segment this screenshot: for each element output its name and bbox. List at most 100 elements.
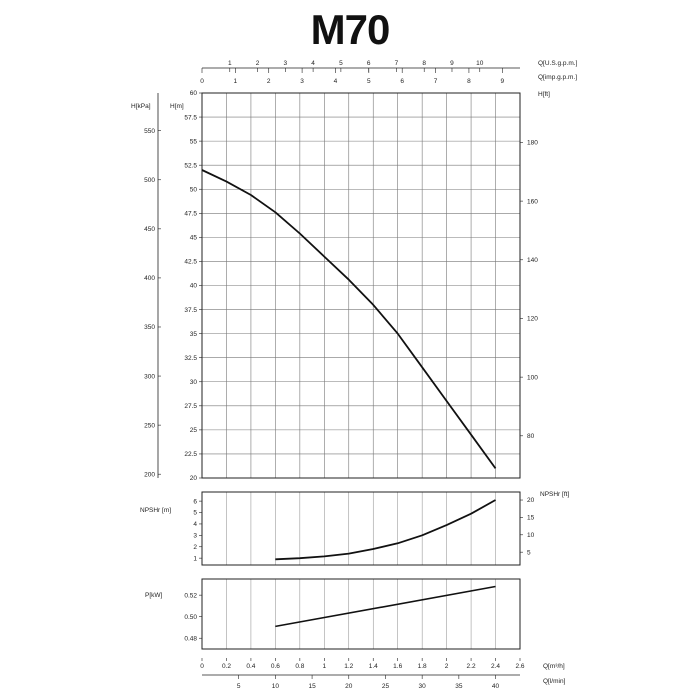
lmin-tick-label: 5: [237, 683, 241, 690]
lmin-tick-label: 20: [345, 683, 353, 690]
head-m-tick-label: 45: [190, 235, 198, 242]
head-ft-tick-label: 160: [527, 198, 538, 205]
m3h-tick-label: 1.8: [418, 663, 427, 670]
usgpm-tick-label: 6: [367, 60, 371, 67]
npsh-ft-tick-label: 20: [527, 497, 535, 504]
impgpm-tick-label: 5: [367, 78, 371, 85]
usgpm-tick-label: 9: [450, 60, 454, 67]
kpa-axis-label: H[kPa]: [131, 103, 151, 110]
head-m-tick-label: 37.5: [184, 307, 197, 314]
usgpm-tick-label: 2: [256, 60, 260, 67]
power-tick-label: 0.50: [184, 614, 197, 621]
m3h-tick-label: 1.2: [344, 663, 353, 670]
lmin-tick-label: 35: [455, 683, 463, 690]
power-tick-label: 0.48: [184, 635, 197, 642]
head-ft-tick-label: 140: [527, 257, 538, 264]
npsh-m-tick-label: 5: [193, 510, 197, 517]
usgpm-tick-label: 4: [311, 60, 315, 67]
kpa-tick-label: 500: [144, 177, 155, 184]
m3h-tick-label: 0.6: [271, 663, 280, 670]
usgpm-tick-label: 10: [476, 60, 484, 67]
npsh-m-tick-label: 6: [193, 498, 197, 505]
usgpm-tick-label: 1: [228, 60, 232, 67]
npsh-panel-frame: [201, 491, 521, 566]
head-m-tick-label: 55: [190, 138, 198, 145]
m3h-tick-label: 2: [445, 663, 449, 670]
npsh-curve: [275, 499, 496, 561]
impgpm-tick-label: 0: [200, 78, 204, 85]
m3h-tick-label: 0.4: [246, 663, 255, 670]
m3h-tick-label: 1.4: [369, 663, 378, 670]
head-ft-tick-label: 180: [527, 140, 538, 147]
npsh-m-tick-label: 1: [193, 555, 197, 562]
chart-title: M70: [310, 6, 391, 53]
power-curve: [275, 585, 496, 628]
kpa-tick-label: 550: [144, 128, 155, 135]
head-ft-tick-label: 100: [527, 374, 538, 381]
m3h-tick-label: 0.8: [295, 663, 304, 670]
head-m-tick-label: 20: [190, 475, 198, 482]
npsh-m-tick-label: 4: [193, 521, 197, 528]
head-m-tick-label: 40: [190, 283, 198, 290]
npsh-m-tick-label: 2: [193, 544, 197, 551]
m3h-tick-label: 2.4: [491, 663, 500, 670]
head-curve: [201, 169, 497, 469]
head-m-tick-label: 25: [190, 427, 198, 434]
power-axis-label: P[kW]: [145, 592, 163, 599]
head-m-tick-label: 60: [190, 90, 198, 97]
usgpm-tick-label: 3: [284, 60, 288, 67]
kpa-tick-label: 350: [144, 324, 155, 331]
impgpm-tick-label: 6: [400, 78, 404, 85]
usgpm-tick-label: 7: [395, 60, 399, 67]
npsh-ft-tick-label: 10: [527, 532, 535, 539]
impgpm-tick-label: 3: [300, 78, 304, 85]
npsh-ft-tick-label: 15: [527, 515, 535, 522]
head-m-tick-label: 32.5: [184, 355, 197, 362]
lmin-tick-label: 25: [382, 683, 390, 690]
m3h-tick-label: 1.6: [393, 663, 402, 670]
impgpm-tick-label: 8: [467, 78, 471, 85]
m3h-tick-label: 0: [200, 663, 204, 670]
m3h-axis-label: Q[m³/h]: [543, 663, 565, 670]
lmin-tick-label: 40: [492, 683, 500, 690]
impgpm-tick-label: 9: [500, 78, 504, 85]
head-ft-tick-label: 120: [527, 316, 538, 323]
kpa-tick-label: 450: [144, 226, 155, 233]
head-ft-axis-label: H[ft]: [538, 91, 550, 98]
kpa-tick-label: 250: [144, 422, 155, 429]
kpa-tick-label: 400: [144, 275, 155, 282]
head-m-tick-label: 50: [190, 186, 198, 193]
m3h-tick-label: 2.6: [515, 663, 524, 670]
kpa-tick-label: 200: [144, 471, 155, 478]
head-m-tick-label: 57.5: [184, 114, 197, 121]
head-m-tick-label: 27.5: [184, 403, 197, 410]
lmin-tick-label: 10: [272, 683, 280, 690]
usgpm-tick-label: 8: [422, 60, 426, 67]
m3h-tick-label: 1: [322, 663, 326, 670]
npsh-m-axis-label: NPSHr [m]: [140, 507, 171, 514]
head-m-tick-label: 52.5: [184, 162, 197, 169]
head-m-tick-label: 42.5: [184, 259, 197, 266]
power-tick-label: 0.52: [184, 592, 197, 599]
head-m-tick-label: 35: [190, 331, 198, 338]
impgpm-tick-label: 2: [267, 78, 271, 85]
lmin-axis-label: Q[l/min]: [543, 678, 566, 685]
npsh-ft-axis-label: NPSHr [ft]: [540, 491, 569, 498]
power-panel-frame: [201, 578, 521, 650]
impgpm-tick-label: 4: [334, 78, 338, 85]
impgpm-tick-label: 1: [234, 78, 238, 85]
usgpm-axis-label: Q[U.S.g.p.m.]: [538, 60, 578, 67]
head-m-axis-label: H[m]: [170, 103, 184, 110]
head-m-tick-label: 47.5: [184, 211, 197, 218]
m3h-tick-label: 0.2: [222, 663, 231, 670]
npsh-ft-tick-label: 5: [527, 549, 531, 556]
m3h-tick-label: 2.2: [467, 663, 476, 670]
impgpm-tick-label: 7: [434, 78, 438, 85]
head-m-tick-label: 30: [190, 379, 198, 386]
head-m-tick-label: 22.5: [184, 451, 197, 458]
lmin-tick-label: 30: [419, 683, 427, 690]
lmin-tick-label: 15: [308, 683, 316, 690]
npsh-m-tick-label: 3: [193, 533, 197, 540]
impgpm-axis-label: Q[imp.g.p.m.]: [538, 74, 577, 81]
